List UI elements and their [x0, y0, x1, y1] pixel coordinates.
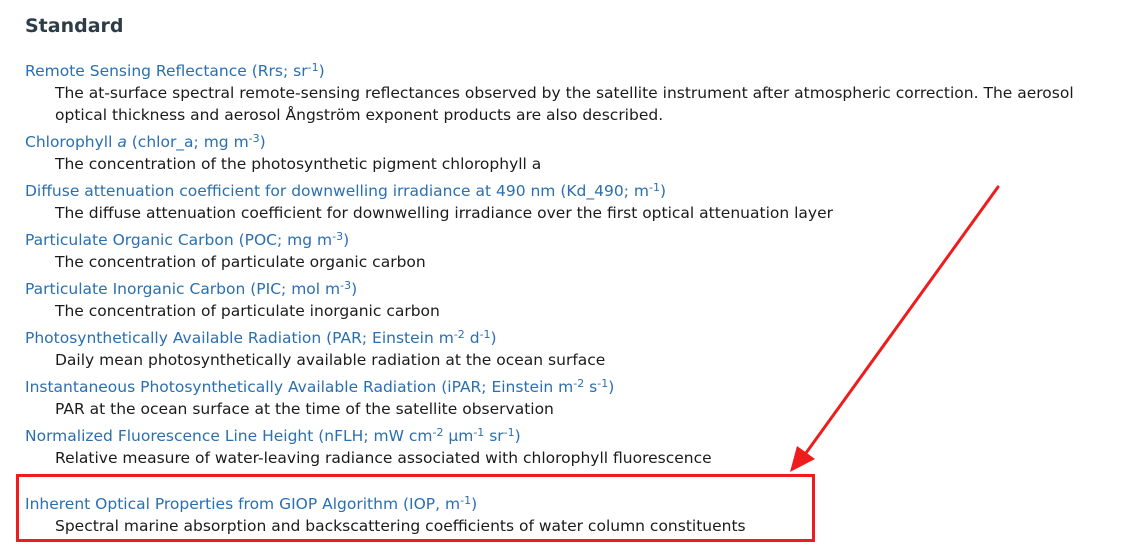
product-item-kd490: Diffuse attenuation coefficient for down…	[25, 180, 1125, 224]
product-description: The diffuse attenuation coefficient for …	[55, 204, 833, 222]
product-link-iop[interactable]: Inherent Optical Properties from GIOP Al…	[25, 494, 478, 513]
product-item-par: Photosynthetically Available Radiation (…	[25, 327, 1125, 371]
product-link-kd490[interactable]: Diffuse attenuation coefficient for down…	[25, 181, 666, 200]
product-item-rrs: Remote Sensing Reflectance (Rrs; sr-1) T…	[25, 60, 1125, 126]
product-link-poc[interactable]: Particulate Organic Carbon (POC; mg m-3)	[25, 230, 350, 249]
product-description: The at-surface spectral remote-sensing r…	[55, 84, 1074, 124]
product-item-pic: Particulate Inorganic Carbon (PIC; mol m…	[25, 278, 1125, 322]
product-description: The concentration of particulate inorgan…	[55, 302, 440, 320]
section-title: Standard	[25, 15, 124, 37]
product-item-chlor-a: Chlorophyll a (chlor_a; mg m-3) The conc…	[25, 131, 1125, 175]
product-description: Spectral marine absorption and backscatt…	[55, 517, 746, 535]
product-link-par[interactable]: Photosynthetically Available Radiation (…	[25, 328, 497, 347]
annotation-highlight-box	[16, 474, 815, 542]
product-link-pic[interactable]: Particulate Inorganic Carbon (PIC; mol m…	[25, 279, 358, 298]
product-item-iop: Inherent Optical Properties from GIOP Al…	[25, 493, 1125, 537]
product-description: The concentration of particulate organic…	[55, 253, 426, 271]
product-link-ipar[interactable]: Instantaneous Photosynthetically Availab…	[25, 377, 615, 396]
product-description: Daily mean photosynthetically available …	[55, 351, 606, 369]
product-link-nflh[interactable]: Normalized Fluorescence Line Height (nFL…	[25, 426, 521, 445]
product-link-rrs[interactable]: Remote Sensing Reflectance (Rrs; sr-1)	[25, 61, 325, 80]
product-description: PAR at the ocean surface at the time of …	[55, 400, 554, 418]
product-item-poc: Particulate Organic Carbon (POC; mg m-3)…	[25, 229, 1125, 273]
product-item-ipar: Instantaneous Photosynthetically Availab…	[25, 376, 1125, 420]
product-item-nflh: Normalized Fluorescence Line Height (nFL…	[25, 425, 1125, 469]
product-description: The concentration of the photosynthetic …	[55, 155, 542, 173]
product-link-chlor-a[interactable]: Chlorophyll a (chlor_a; mg m-3)	[25, 132, 266, 151]
product-description: Relative measure of water-leaving radian…	[55, 449, 712, 467]
